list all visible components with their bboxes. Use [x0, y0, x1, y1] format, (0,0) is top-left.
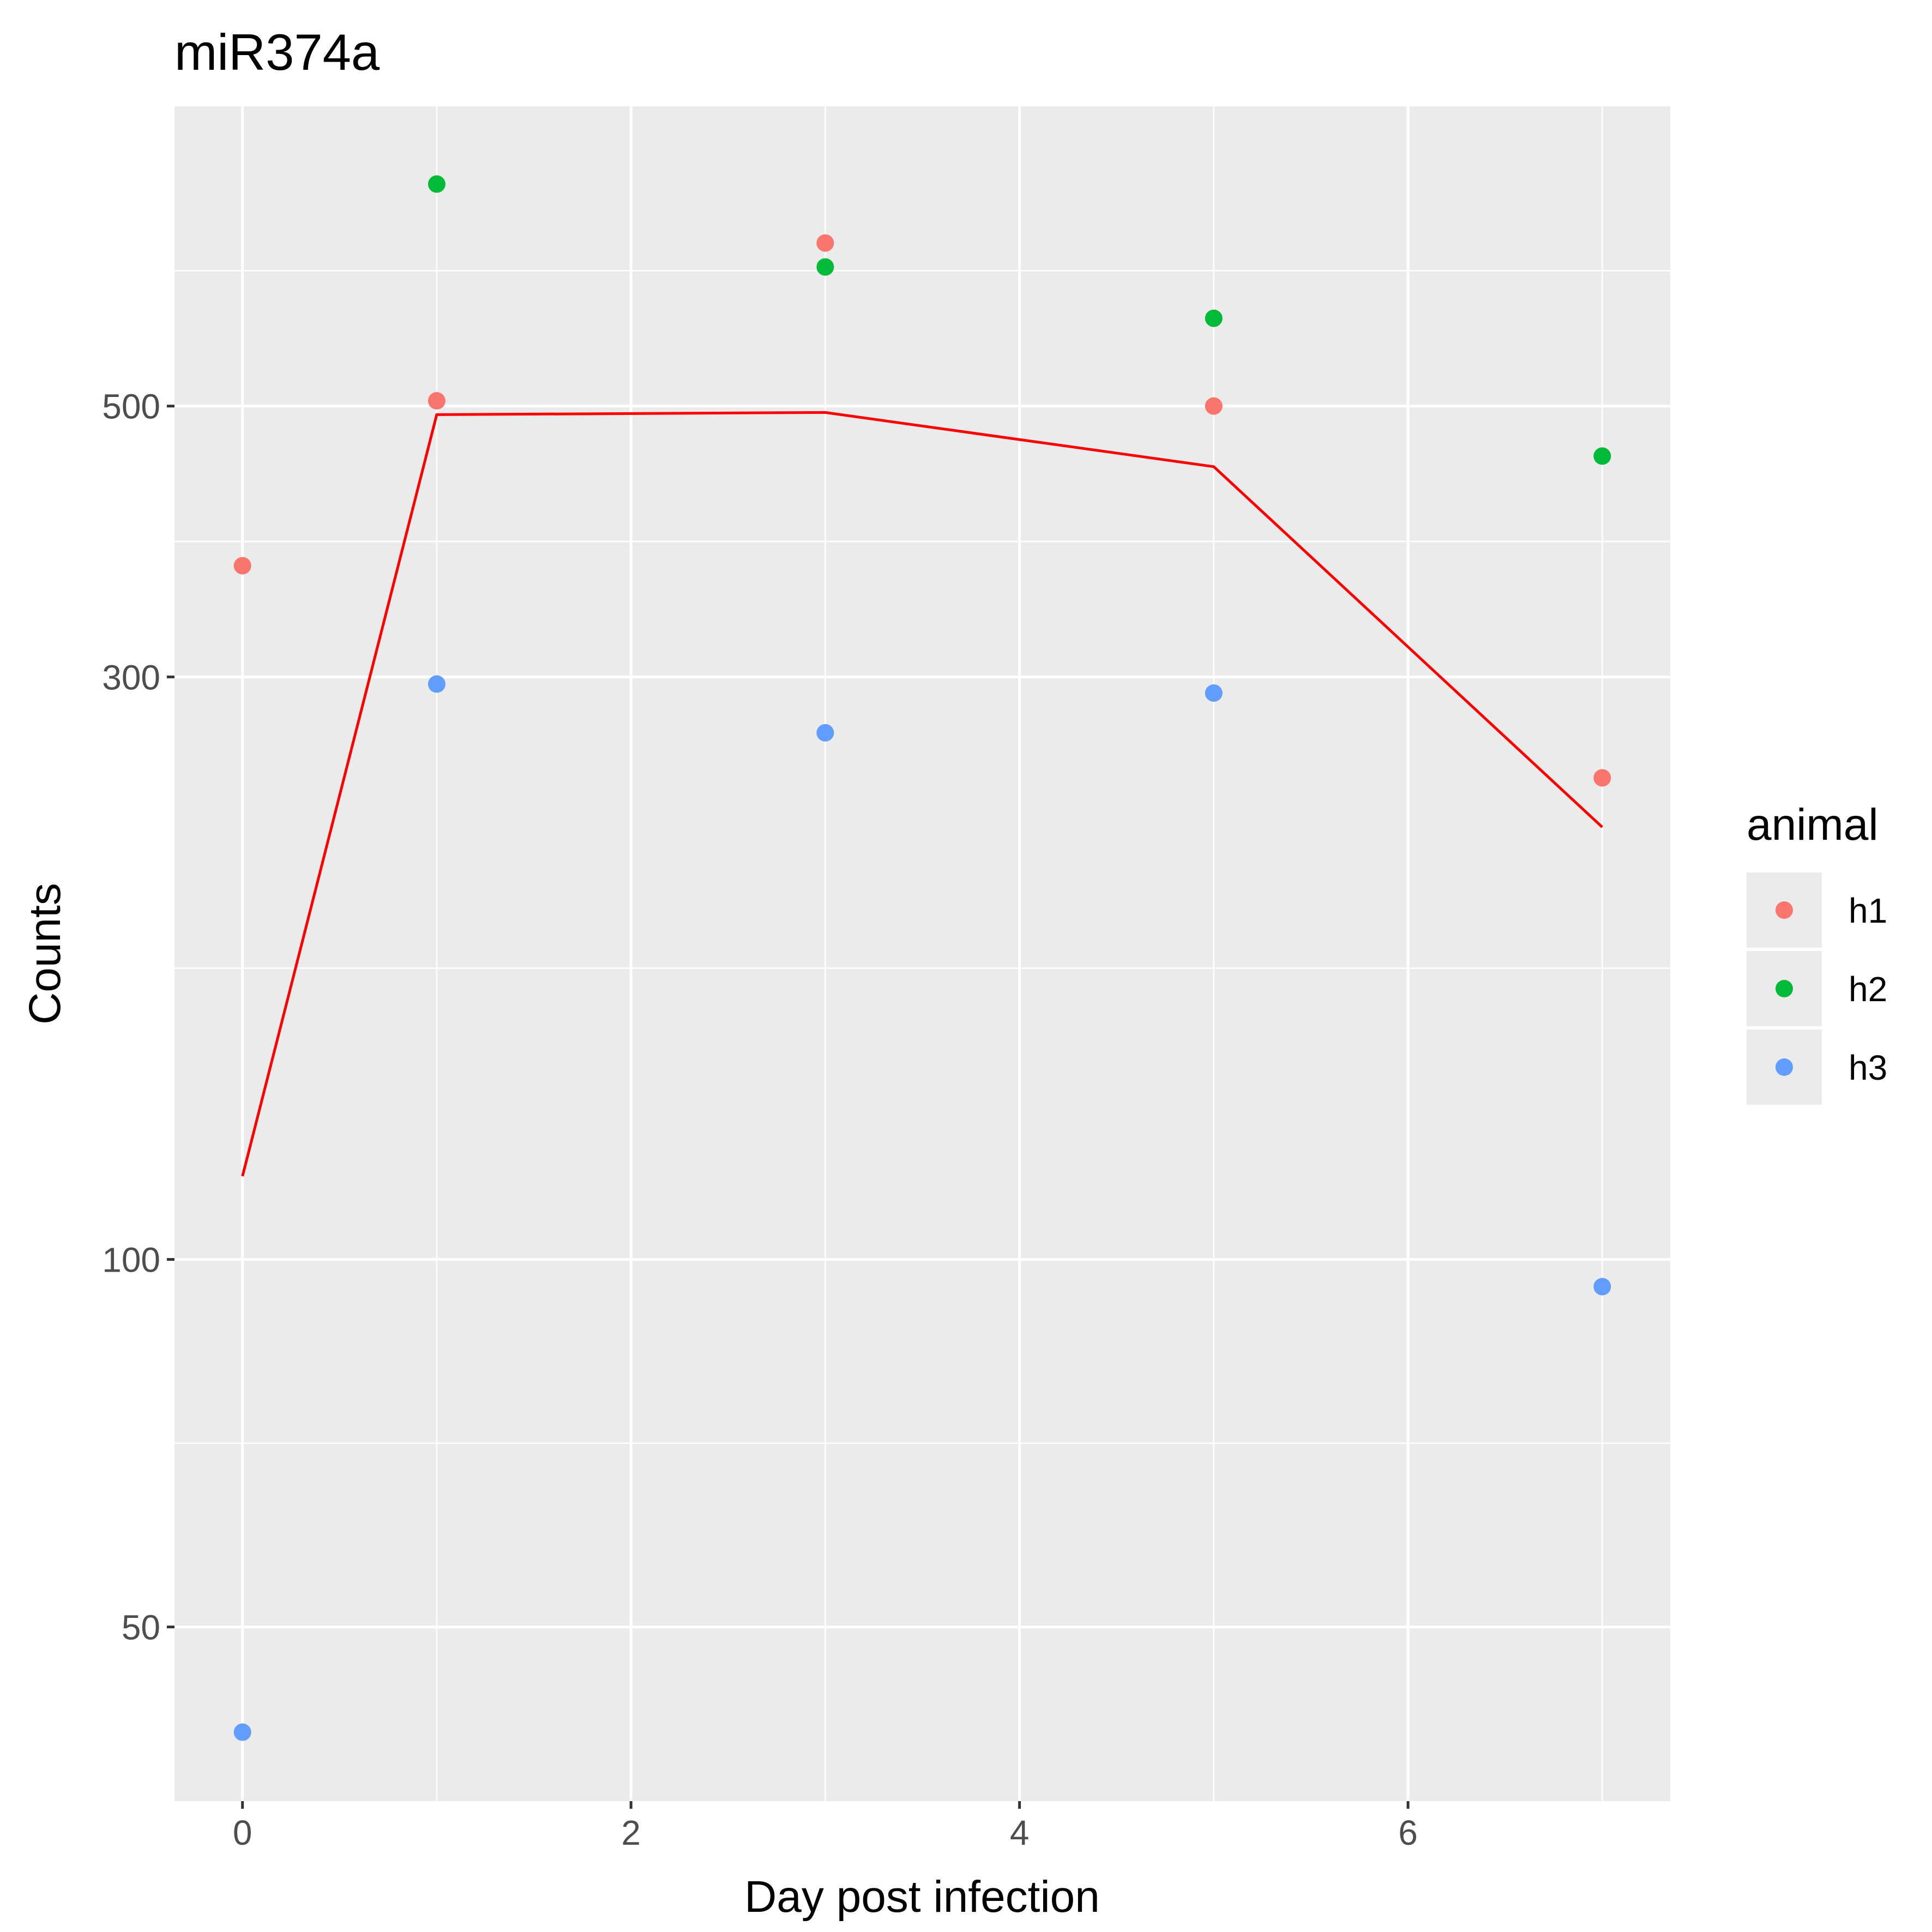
points-layer — [233, 175, 1611, 1741]
plot-panel — [174, 106, 1670, 1801]
y-tick-label: 100 — [102, 1241, 160, 1280]
data-point-h1 — [1593, 769, 1611, 787]
data-point-h3 — [233, 1723, 251, 1741]
legend-title: animal — [1747, 800, 1879, 850]
data-point-h1 — [816, 234, 834, 252]
legend-marker-h3 — [1775, 1058, 1793, 1076]
data-point-h2 — [428, 175, 446, 193]
legend: animal h1 h2 h3 — [1747, 800, 1887, 1105]
legend-label-h3: h3 — [1849, 1048, 1887, 1087]
legend-keys: h1 h2 h3 — [1747, 872, 1887, 1105]
x-tick-label: 6 — [1398, 1813, 1418, 1852]
x-tick-label: 0 — [233, 1813, 252, 1852]
data-point-h1 — [1205, 397, 1223, 415]
mean-line — [241, 411, 1604, 1177]
data-point-h3 — [1205, 684, 1223, 702]
y-tick-label: 50 — [122, 1608, 160, 1647]
y-tick-label: 300 — [102, 658, 160, 697]
x-axis-title: Day post infection — [744, 1872, 1100, 1922]
chart-title: miR374a — [174, 23, 380, 81]
y-axis-title: Counts — [20, 883, 70, 1025]
data-point-h1 — [428, 392, 446, 410]
data-point-h3 — [816, 724, 834, 742]
y-tick-label: 500 — [102, 387, 160, 426]
legend-marker-h1 — [1775, 901, 1793, 919]
legend-marker-h2 — [1775, 980, 1793, 997]
data-point-h2 — [1593, 447, 1611, 465]
data-point-h3 — [428, 675, 446, 693]
legend-label-h1: h1 — [1849, 891, 1887, 930]
minor-gridlines — [174, 106, 1670, 1801]
data-point-h2 — [816, 258, 834, 276]
data-point-h3 — [1593, 1278, 1611, 1296]
tick-labels: 0 2 4 6 50 100 300 500 — [102, 387, 1418, 1852]
axis-ticks — [167, 405, 1410, 1809]
data-point-h2 — [1205, 309, 1223, 327]
x-tick-label: 2 — [621, 1813, 641, 1852]
legend-label-h2: h2 — [1849, 970, 1887, 1009]
mean-line-layer — [241, 411, 1604, 1177]
x-tick-label: 4 — [1010, 1813, 1030, 1852]
major-gridlines — [174, 106, 1670, 1801]
data-point-h1 — [233, 557, 251, 575]
